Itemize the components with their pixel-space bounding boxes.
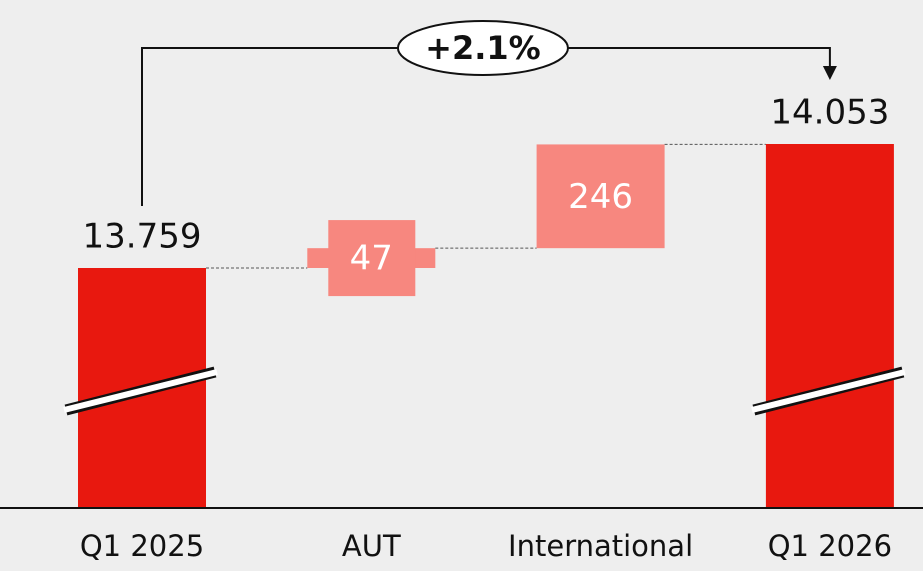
value-label: 246 <box>568 177 633 217</box>
label-box <box>328 220 416 297</box>
x-tick-label: Q1 2025 <box>80 529 204 563</box>
bar <box>765 144 894 508</box>
x-tick-label: Q1 2026 <box>768 529 892 563</box>
break-mark <box>63 369 218 413</box>
annotation-oval <box>396 20 569 76</box>
break-mark <box>751 369 906 413</box>
annotation: +2.1% <box>425 29 541 67</box>
value-label: 47 <box>350 239 393 279</box>
x-tick-label: International <box>508 529 693 563</box>
arrow-head <box>822 66 837 80</box>
value-label: 14.053 <box>770 93 889 133</box>
x-tick-label: AUT <box>342 529 401 563</box>
bar <box>536 144 665 249</box>
value-label: 13.759 <box>83 217 202 257</box>
